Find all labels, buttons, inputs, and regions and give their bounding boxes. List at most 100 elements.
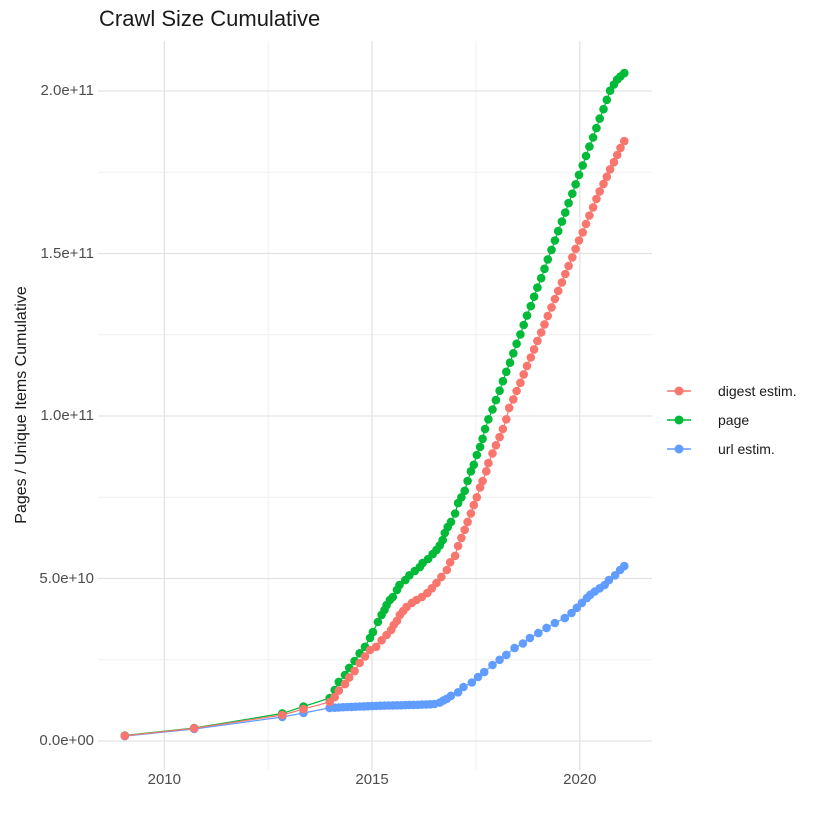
data-point (543, 255, 553, 264)
data-point (553, 226, 563, 236)
data-point (482, 467, 491, 476)
x-tick-label: 2020 (563, 771, 597, 788)
data-point (460, 525, 470, 535)
data-point (547, 303, 556, 312)
data-point (561, 208, 570, 217)
x-tick-label: 2015 (355, 771, 389, 788)
data-point (536, 328, 546, 337)
data-point (466, 509, 476, 518)
data-point (588, 133, 598, 142)
data-point (463, 476, 472, 486)
data-point (438, 535, 448, 545)
legend-key-dot (674, 415, 684, 425)
data-point (595, 187, 604, 196)
data-point (557, 217, 567, 226)
y-tick-label: 5.0e+10 (39, 569, 94, 587)
data-point (495, 386, 504, 396)
data-point (550, 236, 560, 245)
chart-title: Crawl Size Cumulative (99, 6, 321, 31)
data-point (453, 688, 463, 697)
data-point (460, 486, 470, 496)
data-point (522, 311, 532, 320)
data-point (484, 415, 493, 424)
series-line-url-estim- (124, 565, 625, 737)
series-points-page (120, 68, 629, 740)
data-point (478, 476, 487, 486)
data-point (557, 278, 567, 287)
data-point (571, 244, 580, 254)
data-point (540, 264, 549, 274)
data-point (491, 441, 501, 450)
data-point (478, 434, 487, 444)
data-point (498, 424, 508, 434)
data-point (350, 666, 359, 676)
data-point (432, 578, 441, 588)
data-point (567, 608, 576, 618)
data-point (450, 509, 460, 518)
data-point (502, 415, 511, 424)
data-point (491, 395, 501, 405)
data-point (605, 86, 615, 95)
legend-item-url-estim-: url estim. (666, 440, 797, 458)
data-point (536, 273, 546, 283)
data-point (330, 692, 339, 702)
data-point (472, 493, 482, 502)
data-point (189, 724, 199, 733)
data-point (620, 136, 629, 146)
data-point (469, 460, 479, 470)
data-point (467, 678, 477, 687)
data-point (466, 467, 476, 476)
legend-label: digest estim. (718, 383, 797, 399)
data-point (484, 458, 493, 468)
data-point (550, 294, 560, 304)
data-point (599, 179, 608, 189)
data-point (543, 311, 553, 321)
data-point (516, 378, 525, 388)
data-point (475, 442, 485, 452)
data-point (518, 639, 528, 648)
data-point (578, 228, 587, 237)
data-point (529, 345, 539, 354)
data-point (592, 123, 601, 133)
data-point (446, 517, 456, 527)
series-points-url-estim- (120, 561, 629, 741)
data-point (278, 710, 287, 720)
data-point (526, 353, 536, 362)
data-point (437, 572, 446, 582)
y-tick-label: 1.5e+11 (40, 244, 94, 262)
data-point (519, 320, 528, 330)
data-point (553, 286, 563, 296)
data-point (388, 592, 398, 602)
data-point (488, 449, 497, 458)
data-point (568, 253, 577, 262)
data-point (495, 432, 504, 442)
data-point (571, 180, 580, 189)
data-point (475, 483, 485, 492)
data-point (620, 561, 629, 571)
legend: digest estim. page url estim. (666, 382, 797, 458)
data-point (592, 194, 601, 204)
data-point (512, 386, 521, 396)
data-point (609, 157, 619, 167)
data-point (564, 198, 573, 208)
data-point (602, 95, 612, 105)
data-point (578, 161, 587, 170)
data-point (473, 672, 483, 682)
plot-area (98, 41, 652, 770)
data-point (510, 643, 519, 653)
data-point (463, 517, 472, 527)
data-point (442, 565, 452, 575)
data-point (533, 336, 542, 346)
data-point (446, 691, 456, 701)
data-point (512, 339, 521, 349)
data-point (453, 541, 463, 551)
data-point (344, 673, 354, 682)
data-point (459, 682, 468, 692)
data-point (574, 236, 584, 245)
data-point (612, 150, 622, 160)
data-point (540, 320, 549, 329)
y-tick-label: 2.0e+11 (40, 82, 94, 99)
data-point (480, 424, 490, 434)
series-points-digest-estim- (120, 136, 629, 741)
legend-label: page (718, 412, 750, 428)
